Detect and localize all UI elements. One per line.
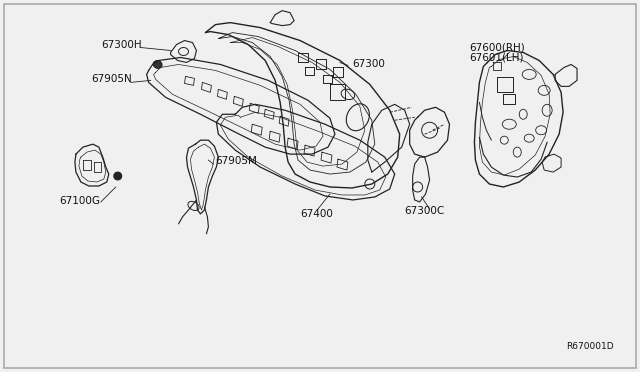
Text: 67300H: 67300H bbox=[101, 39, 141, 49]
Circle shape bbox=[114, 172, 122, 180]
Text: 67905N: 67905N bbox=[91, 74, 132, 84]
Text: 67600(RH): 67600(RH) bbox=[469, 42, 525, 52]
Circle shape bbox=[154, 61, 161, 68]
Text: 67400: 67400 bbox=[300, 209, 333, 219]
Text: R670001D: R670001D bbox=[566, 342, 614, 352]
Text: 67601(LH): 67601(LH) bbox=[469, 52, 524, 62]
Text: 67905M: 67905M bbox=[216, 156, 257, 166]
Text: 67300C: 67300C bbox=[404, 206, 445, 216]
Text: 67300: 67300 bbox=[352, 60, 385, 70]
Text: 67100G: 67100G bbox=[59, 196, 100, 206]
